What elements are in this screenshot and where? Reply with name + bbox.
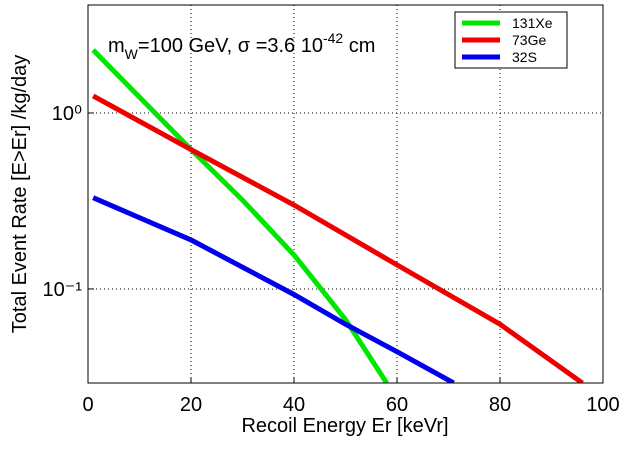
x-axis-label: Recoil Energy Er [keVr] — [241, 415, 448, 437]
series-line — [91, 93, 584, 383]
plot-frame — [87, 4, 604, 384]
annotation-part: m — [108, 35, 125, 57]
legend-label: 73Ge — [512, 32, 546, 48]
annotation-sup: -42 — [323, 30, 343, 46]
x-tick-label: 40 — [283, 394, 305, 416]
annotation: mW=100 GeV, σ =3.6 10-42 cm — [108, 30, 375, 62]
x-tick-label: 60 — [386, 394, 408, 416]
y-tick-label: 10⁻¹ — [43, 279, 83, 301]
x-tick-label: 20 — [180, 394, 202, 416]
series-line — [92, 195, 455, 383]
y-axis-label: Total Event Rate [E>Er] /kg/day — [9, 55, 31, 333]
x-tick-label: 100 — [586, 394, 619, 416]
x-tick-label: 80 — [489, 394, 511, 416]
lines — [91, 48, 584, 383]
x-tick-label: 0 — [82, 394, 93, 416]
annotation-part: cm — [343, 35, 375, 57]
y-tick-label: 10⁰ — [52, 103, 82, 125]
legend-label: 32S — [512, 49, 537, 65]
annotation-part: =100 GeV, σ =3.6 10 — [138, 35, 323, 57]
annotation-sub: W — [125, 46, 139, 62]
series-line — [91, 48, 389, 383]
legend-label: 131Xe — [512, 15, 553, 31]
